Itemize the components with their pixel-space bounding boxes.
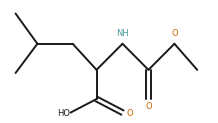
Text: O: O <box>126 109 133 118</box>
Text: O: O <box>145 102 152 111</box>
Text: HO: HO <box>57 109 70 118</box>
Text: O: O <box>171 29 178 38</box>
Text: NH: NH <box>116 29 129 38</box>
